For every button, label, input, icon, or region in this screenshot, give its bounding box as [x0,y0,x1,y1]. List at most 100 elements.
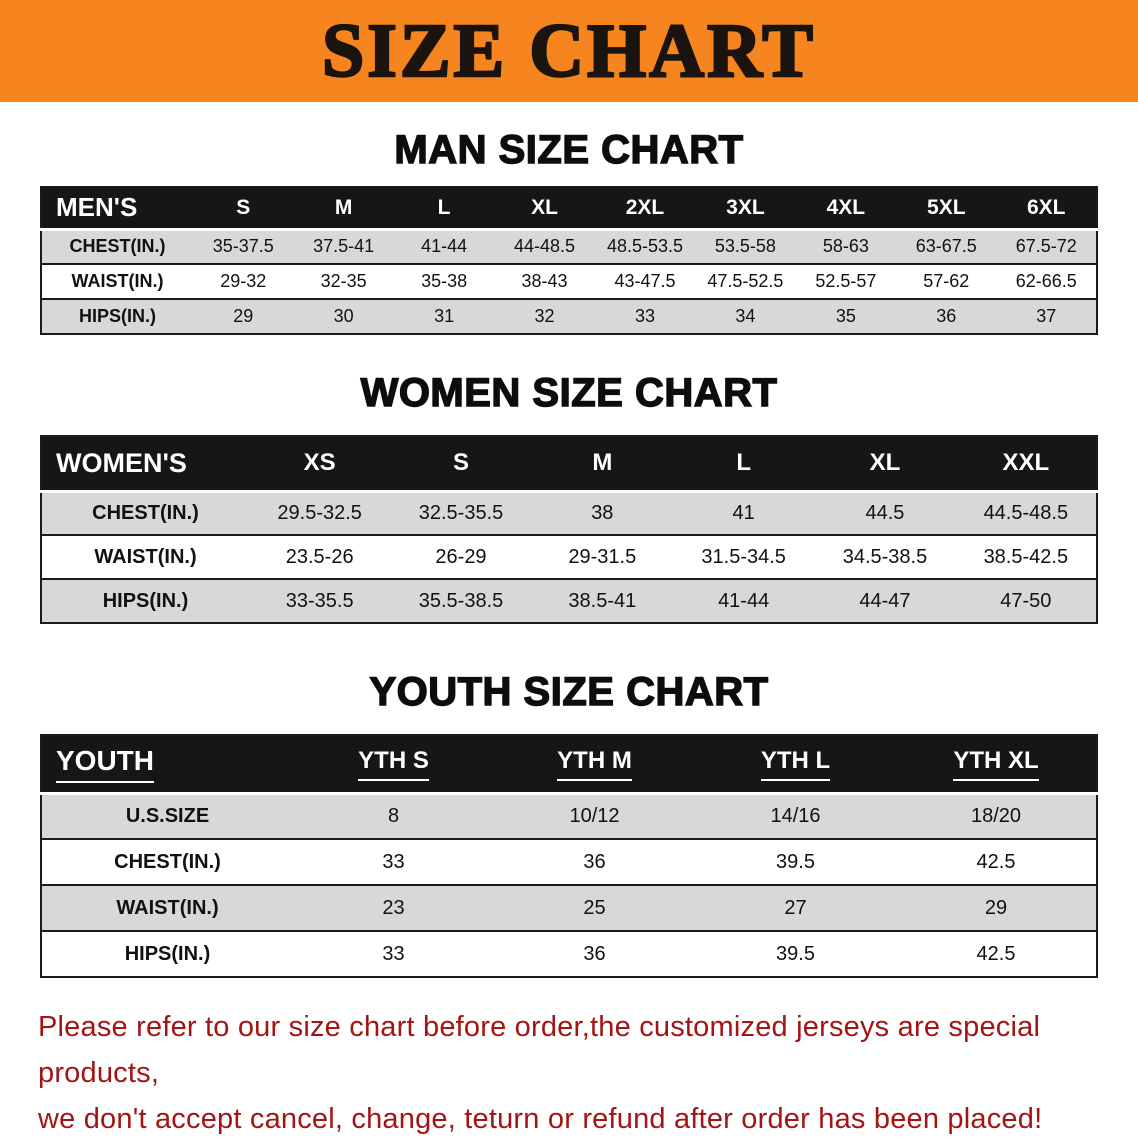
size-value-cell: 35-37.5 [212,236,274,257]
disclaimer-line: Please refer to our size chart before or… [38,1011,1041,1089]
table-header-row: WOMEN'S XS S M L XL XXL [41,436,1097,491]
header-label-text: XL [531,195,558,219]
size-column-header: YTH S [293,735,494,793]
size-value-cell: 35 [835,306,856,326]
measurement-row: HIPS(IN.) 29 30 31 32 33 34 35 36 37 [41,299,1097,334]
youth-size-table: YOUTH YTH S YTH M YTH L YTH XL U.S.SIZE 8 10/12… [40,734,1098,978]
header-label-text: YTH L [760,747,831,781]
row-label: CHEST(IN.) [69,236,166,257]
row-label: HIPS(IN.) [78,306,156,326]
men-section-heading: MAN SIZE CHART [394,127,744,172]
size-value-cell: 42.5 [976,850,1016,873]
header-label-text: L [437,195,451,219]
size-column-header: XXL [956,436,1097,491]
size-column-header: YTH L [695,735,896,793]
header-label-text: XXL [1002,449,1050,477]
size-value-cell: 38 [591,501,614,524]
header-label-text: XL [869,449,901,477]
size-value-cell: 67.5-72 [1015,236,1077,257]
size-value-cell: 57-62 [923,271,970,291]
size-value-cell: 48.5-53.5 [606,236,683,257]
size-chart-banner: SIZE CHART [0,0,1138,102]
women-size-table: WOMEN'S XS S M L XL XXL CHEST(IN.) 29.5-32.5 32.5… [40,435,1098,624]
header-label-text: MEN'S [56,192,138,223]
size-value-cell: 25 [583,896,606,919]
size-value-cell: 44-48.5 [514,236,576,257]
row-label: CHEST(IN.) [114,850,221,873]
measurement-row: WAIST(IN.) 29-32 32-35 35-38 38-43 43-47.5 47.… [41,264,1097,299]
size-value-cell: 47.5-52.5 [707,271,784,291]
size-column-header: XL [494,187,594,229]
header-label-text: 6XL [1026,195,1066,219]
size-value-cell: 63-67.5 [915,236,977,257]
size-value-cell: 36 [583,942,606,965]
row-label: WAIST(IN.) [71,271,164,291]
header-label-text: M [592,449,613,477]
table-corner-label: YOUTH [41,735,293,793]
size-column-header: 4XL [796,187,896,229]
size-value-cell: 43-47.5 [614,271,676,291]
size-value-cell: 29-31.5 [568,545,637,568]
size-column-header: L [673,436,814,491]
size-column-header: M [532,436,673,491]
row-label: HIPS(IN.) [102,589,189,612]
youth-size-chart-section: YOUTH SIZE CHART YOUTH YTH S YTH M YTH L YTH… [0,668,1138,978]
header-label-text: L [736,449,751,477]
size-value-cell: 41-44 [718,589,770,612]
size-value-cell: 41-44 [421,236,468,257]
size-value-cell: 8 [387,804,400,827]
size-value-cell: 44.5 [865,501,905,524]
size-value-cell: 38.5-41 [568,589,637,612]
size-value-cell: 37 [1036,306,1057,326]
size-value-cell: 29 [233,306,254,326]
size-column-header: 6XL [997,187,1098,229]
row-label: U.S.SIZE [125,804,210,827]
size-column-header: 3XL [695,187,795,229]
row-label: WAIST(IN.) [94,545,197,568]
size-value-cell: 23 [382,896,405,919]
header-label-text: XS [303,449,336,477]
size-column-header: XL [814,436,955,491]
size-value-cell: 44-47 [859,589,911,612]
header-label-text: 3XL [726,195,765,219]
size-value-cell: 38-43 [521,271,568,291]
size-value-cell: 32 [534,306,555,326]
size-value-cell: 10/12 [569,804,620,827]
size-column-header: YTH M [494,735,695,793]
size-value-cell: 29-32 [220,271,267,291]
size-value-cell: 31 [434,306,455,326]
size-value-cell: 33-35.5 [285,589,354,612]
size-value-cell: 30 [333,306,354,326]
size-value-cell: 18/20 [970,804,1022,827]
size-column-header: S [390,436,531,491]
table-header-row: YOUTH YTH S YTH M YTH L YTH XL [41,735,1097,793]
header-label-text: M [334,195,353,219]
header-label-text: YOUTH [56,745,154,783]
size-value-cell: 34.5-38.5 [842,545,928,568]
measurement-row: CHEST(IN.) 33 36 39.5 42.5 [41,839,1097,885]
women-size-chart-section: WOMEN SIZE CHART WOMEN'S XS S M L XL XXL CHEST(… [0,369,1138,624]
row-label: HIPS(IN.) [124,942,211,965]
women-section-heading: WOMEN SIZE CHART [360,370,778,415]
size-value-cell: 41 [732,501,755,524]
size-value-cell: 38.5-42.5 [983,545,1069,568]
size-column-header: 5XL [896,187,996,229]
size-column-header: M [293,187,393,229]
disclaimer-text: Please refer to our size chart before or… [38,1004,1100,1142]
size-value-cell: 27 [784,896,807,919]
size-value-cell: 47-50 [1000,589,1052,612]
measurement-row: U.S.SIZE 8 10/12 14/16 18/20 [41,793,1097,839]
size-value-cell: 35.5-38.5 [418,589,504,612]
measurement-row: WAIST(IN.) 23.5-26 26-29 29-31.5 31.5-34.5 34… [41,535,1097,579]
measurement-row: WAIST(IN.) 23 25 27 29 [41,885,1097,931]
header-label-text: YTH S [358,747,429,781]
size-value-cell: 53.5-58 [714,236,776,257]
header-label-text: S [236,195,251,219]
size-value-cell: 32.5-35.5 [418,501,504,524]
men-size-table: MEN'S S M L XL 2XL 3XL 4XL 5XL 6XL CHEST(IN.) 35-37… [40,186,1098,335]
size-value-cell: 33 [382,942,405,965]
size-column-header: XS [249,436,390,491]
table-corner-label: MEN'S [41,187,193,229]
size-value-cell: 36 [583,850,606,873]
size-value-cell: 37.5-41 [313,236,375,257]
